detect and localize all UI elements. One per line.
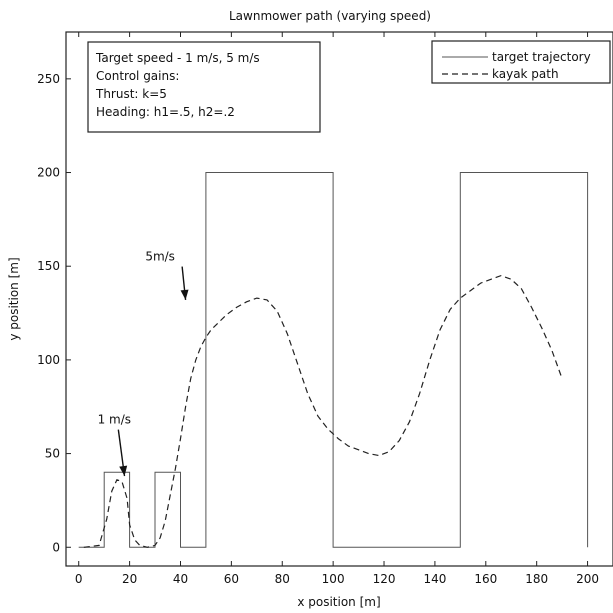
y-axis-title: y position [m] [7,257,21,340]
legend-label-kayak: kayak path [492,67,559,81]
annotation-label: 1 m/s [98,413,131,427]
series-kayak-path [83,274,563,548]
y-tick-label: 50 [45,447,60,461]
x-tick-label: 0 [75,572,83,586]
y-tick-label: 150 [37,259,60,273]
info-line-2: Control gains: [96,69,179,83]
x-tick-label: 200 [576,572,599,586]
x-tick-label: 20 [122,572,137,586]
info-line-3: Thrust: k=5 [95,87,167,101]
x-axis-ticks: 0 20 40 60 80 100 120 140 160 180 200 [75,32,599,586]
x-tick-label: 100 [322,572,345,586]
legend-frame [431,40,611,84]
info-box: Target speed - 1 m/s, 5 m/s Control gain… [87,41,321,133]
y-tick-label: 100 [37,353,60,367]
y-tick-label: 250 [37,72,60,86]
annotation-label: 5m/s [145,250,175,264]
info-line-4: Heading: h1=.5, h2=.2 [96,105,235,119]
annotation-arrow-head [119,465,128,477]
legend-label-target: target trajectory [492,50,591,64]
x-axis-title: x position [m] [297,595,380,609]
info-line-1: Target speed - 1 m/s, 5 m/s [95,51,260,65]
info-box-frame [87,41,321,133]
series-target-trajectory [78,172,589,548]
annotation-layer: 5m/s 1 m/s [98,250,189,477]
x-tick-label: 60 [224,572,239,586]
plot-frame [65,31,613,567]
series-layer [78,172,589,548]
y-tick-label: 0 [52,540,60,554]
x-tick-label: 180 [525,572,548,586]
x-tick-label: 80 [275,572,290,586]
legend: target trajectory kayak path [431,40,611,84]
x-tick-label: 160 [474,572,497,586]
annotation-arrow-head [180,289,189,300]
y-tick-label: 200 [37,166,60,180]
x-tick-label: 140 [423,572,446,586]
x-tick-label: 40 [173,572,188,586]
chart-title: Lawnmower path (varying speed) [229,9,431,23]
y-axis-ticks: 0 50 100 150 200 250 [37,72,71,554]
x-tick-label: 120 [373,572,396,586]
